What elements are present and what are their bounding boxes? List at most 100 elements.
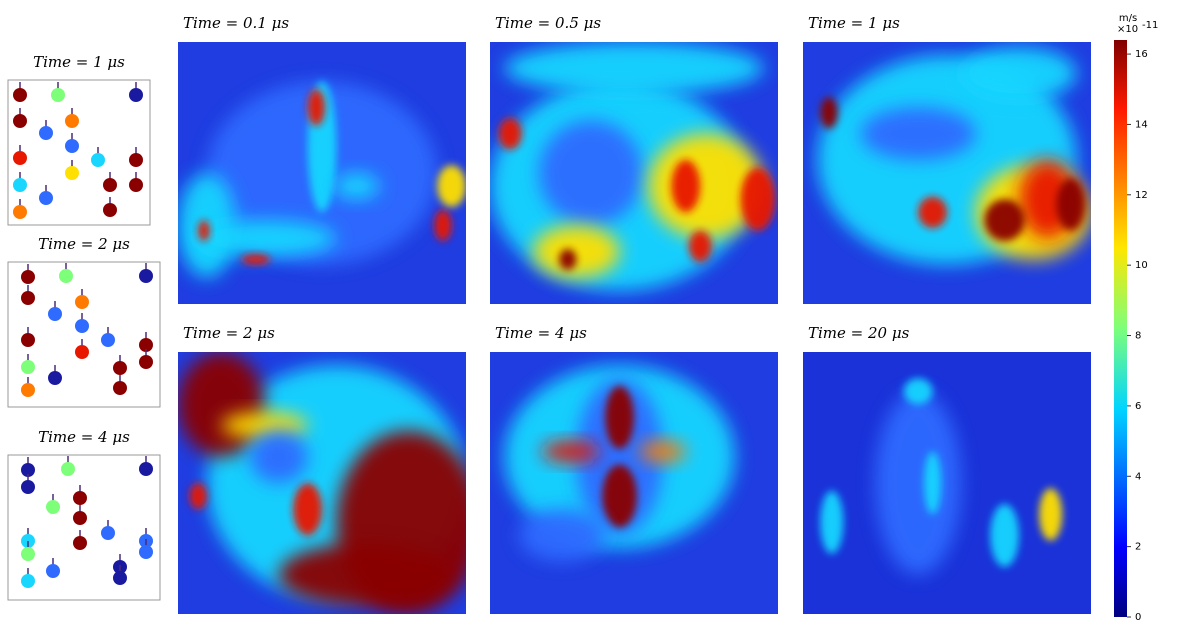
left-panel-label: Time = 4 μs — [38, 428, 130, 446]
heatmap-region — [559, 248, 577, 270]
heatmap-region — [961, 47, 1077, 100]
heatmap-region — [434, 209, 452, 242]
heatmap-region — [860, 107, 976, 160]
colorbar — [1114, 40, 1127, 617]
particle — [91, 153, 105, 167]
particle — [129, 88, 143, 102]
heatmap-region — [1056, 178, 1086, 231]
panel-label: Time = 20 μs — [808, 324, 910, 342]
particle — [21, 574, 35, 588]
heatmap-region — [688, 230, 712, 263]
heatmap-region — [293, 483, 322, 536]
particle — [39, 126, 53, 140]
particle — [59, 269, 73, 283]
heatmap-region — [241, 254, 271, 265]
particle — [46, 564, 60, 578]
panel-label: Time = 1 μs — [808, 14, 900, 32]
particle — [73, 491, 87, 505]
heatmap-region — [639, 441, 686, 463]
colorbar-exponent: -11 — [1142, 20, 1158, 31]
particle-panel — [7, 261, 161, 408]
heatmap-region — [602, 464, 637, 528]
left-panel-label: Time = 2 μs — [38, 235, 130, 253]
heatmap — [490, 42, 778, 304]
particle — [13, 151, 27, 165]
particle — [21, 547, 35, 561]
particle — [113, 361, 127, 375]
particle — [46, 500, 60, 514]
particle — [48, 307, 62, 321]
heatmap-region — [1039, 488, 1063, 541]
particle — [13, 88, 27, 102]
heatmap-region — [820, 490, 844, 554]
colorbar-tick-label: 6 — [1135, 401, 1141, 412]
panel-label: Time = 2 μs — [183, 324, 275, 342]
colorbar-tick-label: 8 — [1135, 331, 1141, 342]
heatmap-region — [990, 503, 1019, 567]
heatmap-region — [307, 89, 325, 126]
particle — [139, 338, 153, 352]
heatmap-region — [178, 352, 265, 457]
particle — [48, 371, 62, 385]
particle — [139, 545, 153, 559]
heatmap-region — [189, 483, 207, 510]
particle — [139, 269, 153, 283]
heatmap-region — [533, 225, 620, 278]
colorbar-tick-label: 14 — [1135, 119, 1148, 130]
particle-panel — [7, 454, 161, 601]
particle — [73, 536, 87, 550]
heatmap-region — [984, 199, 1025, 242]
colorbar-tick-label: 2 — [1135, 542, 1141, 553]
colorbar-unit: m/s — [1119, 13, 1137, 24]
particle — [139, 355, 153, 369]
heatmap-region — [740, 167, 776, 231]
heatmap-region — [278, 543, 452, 607]
panel-label: Time = 4 μs — [495, 324, 587, 342]
colorbar-tick-label: 10 — [1135, 260, 1148, 271]
heatmap-region — [923, 451, 942, 515]
particle — [21, 360, 35, 374]
particle — [113, 571, 127, 585]
heatmap-region — [541, 441, 600, 463]
particle — [129, 178, 143, 192]
particle — [73, 511, 87, 525]
particle — [21, 480, 35, 494]
particle — [75, 295, 89, 309]
heatmap-region — [538, 120, 643, 226]
particle — [13, 205, 27, 219]
particle — [61, 462, 75, 476]
heatmap-region — [820, 97, 838, 129]
heatmap-region — [333, 173, 380, 200]
heatmap-region — [249, 430, 308, 483]
heatmap-region — [518, 509, 606, 562]
particle — [13, 114, 27, 128]
particle — [21, 333, 35, 347]
heatmap-region — [198, 220, 210, 242]
particle-panel — [7, 79, 151, 226]
heatmap-region — [504, 42, 764, 95]
heatmap-region — [648, 133, 764, 239]
particle — [129, 153, 143, 167]
particle — [113, 381, 127, 395]
particle — [65, 139, 79, 153]
left-panel-label: Time = 1 μs — [33, 53, 125, 71]
heatmap-region — [192, 220, 337, 257]
colorbar-tick-label: 4 — [1135, 471, 1141, 482]
heatmap-region — [918, 196, 947, 229]
heatmap-region — [576, 378, 663, 536]
heatmap — [803, 42, 1091, 304]
particle — [139, 462, 153, 476]
panel-label: Time = 0.1 μs — [183, 14, 289, 32]
particle — [103, 203, 117, 217]
heatmap — [803, 352, 1091, 614]
heatmap — [178, 42, 466, 304]
particle — [21, 383, 35, 397]
particle — [13, 178, 27, 192]
particle — [39, 191, 53, 205]
colorbar-tick-label: 12 — [1135, 190, 1148, 201]
heatmap-region — [903, 378, 933, 405]
heatmap — [178, 352, 466, 614]
particle — [21, 291, 35, 305]
particle — [21, 463, 35, 477]
particle — [75, 345, 89, 359]
